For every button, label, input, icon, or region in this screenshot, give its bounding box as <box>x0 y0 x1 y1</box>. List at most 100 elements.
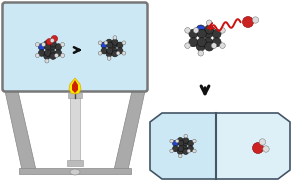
Ellipse shape <box>70 169 80 175</box>
Circle shape <box>205 42 214 51</box>
Circle shape <box>51 36 58 42</box>
Circle shape <box>60 43 65 46</box>
Circle shape <box>112 39 118 45</box>
Circle shape <box>197 38 206 47</box>
Bar <box>70 94 80 162</box>
Circle shape <box>173 146 178 152</box>
Circle shape <box>220 43 225 48</box>
Circle shape <box>39 50 45 56</box>
Polygon shape <box>216 113 290 179</box>
Circle shape <box>178 154 182 158</box>
Circle shape <box>173 140 178 146</box>
Polygon shape <box>5 91 36 170</box>
Circle shape <box>39 44 45 50</box>
Circle shape <box>189 38 198 47</box>
Circle shape <box>98 51 102 55</box>
Circle shape <box>122 41 126 45</box>
Circle shape <box>50 53 56 59</box>
Circle shape <box>220 28 225 33</box>
Circle shape <box>196 42 205 51</box>
Circle shape <box>51 37 55 41</box>
Circle shape <box>242 16 253 28</box>
Circle shape <box>192 149 196 153</box>
Circle shape <box>175 139 179 143</box>
Circle shape <box>188 140 194 146</box>
Circle shape <box>60 53 65 57</box>
Circle shape <box>204 29 213 38</box>
Circle shape <box>187 149 191 153</box>
Circle shape <box>112 51 118 57</box>
Circle shape <box>113 36 117 40</box>
FancyBboxPatch shape <box>3 2 147 91</box>
Circle shape <box>98 41 102 45</box>
Circle shape <box>184 134 187 138</box>
Circle shape <box>49 50 55 56</box>
Circle shape <box>211 43 217 48</box>
Circle shape <box>35 53 39 57</box>
Polygon shape <box>69 78 81 94</box>
Circle shape <box>212 38 221 47</box>
Circle shape <box>49 44 55 50</box>
Circle shape <box>107 48 113 54</box>
Circle shape <box>41 43 46 46</box>
Circle shape <box>188 146 194 152</box>
Polygon shape <box>150 113 216 179</box>
Circle shape <box>204 38 213 47</box>
Circle shape <box>101 48 107 54</box>
Circle shape <box>45 59 49 63</box>
Circle shape <box>44 53 50 59</box>
Circle shape <box>44 44 51 50</box>
Circle shape <box>44 50 51 56</box>
Circle shape <box>178 146 184 152</box>
Circle shape <box>116 51 120 55</box>
Circle shape <box>111 42 117 48</box>
Circle shape <box>50 41 56 47</box>
Circle shape <box>177 149 183 154</box>
Circle shape <box>35 43 39 46</box>
Circle shape <box>185 43 190 48</box>
Circle shape <box>55 44 62 50</box>
Circle shape <box>111 48 117 54</box>
Circle shape <box>44 41 50 47</box>
Polygon shape <box>72 80 78 93</box>
Circle shape <box>206 20 212 26</box>
Circle shape <box>182 140 188 146</box>
Circle shape <box>197 29 206 38</box>
Circle shape <box>183 149 189 154</box>
Circle shape <box>117 42 123 48</box>
Circle shape <box>263 146 269 152</box>
Circle shape <box>170 149 173 153</box>
Circle shape <box>253 143 263 153</box>
Circle shape <box>183 138 189 143</box>
Circle shape <box>104 41 108 45</box>
Circle shape <box>185 28 190 33</box>
Bar <box>3 84 147 91</box>
Circle shape <box>193 28 199 33</box>
Circle shape <box>259 139 266 145</box>
Circle shape <box>107 57 111 60</box>
Circle shape <box>189 29 198 38</box>
Circle shape <box>117 48 123 54</box>
Circle shape <box>106 51 112 57</box>
Circle shape <box>177 138 183 143</box>
Circle shape <box>212 29 221 38</box>
Bar <box>19 168 131 174</box>
Circle shape <box>106 39 112 45</box>
Circle shape <box>107 42 113 48</box>
Circle shape <box>170 139 173 143</box>
Circle shape <box>182 146 188 152</box>
Circle shape <box>122 51 126 55</box>
Bar <box>68 93 82 98</box>
Circle shape <box>252 17 259 23</box>
Circle shape <box>55 50 62 56</box>
Circle shape <box>192 139 196 143</box>
Circle shape <box>50 39 54 43</box>
Circle shape <box>101 42 107 48</box>
Circle shape <box>198 50 204 56</box>
Circle shape <box>178 140 184 146</box>
Circle shape <box>196 25 205 34</box>
Bar <box>67 160 83 166</box>
Circle shape <box>54 53 58 57</box>
Circle shape <box>46 39 53 45</box>
Polygon shape <box>114 91 145 170</box>
